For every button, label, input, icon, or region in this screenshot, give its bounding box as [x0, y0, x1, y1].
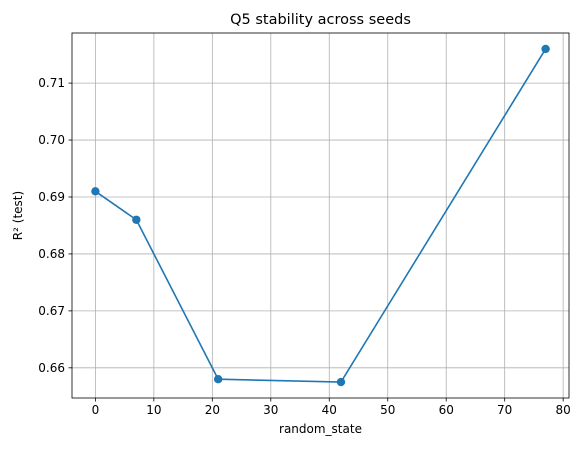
y-tick-label: 0.68 [38, 247, 65, 261]
y-tick-label: 0.69 [38, 190, 65, 204]
data-point [213, 375, 223, 384]
y-tick-label: 0.70 [38, 133, 65, 147]
x-axis-label: random_state [279, 422, 362, 436]
x-tick-label: 30 [263, 403, 278, 417]
data-point [541, 44, 550, 54]
ticks: 0 10 20 30 40 50 60 70 80 0.66 0.67 0.68 0.69 0.70 0.7… [38, 76, 571, 417]
grid [72, 33, 569, 398]
x-tick-label: 50 [380, 403, 395, 417]
data-point [336, 377, 346, 387]
series-layer [91, 44, 550, 387]
x-tick-label: 60 [439, 403, 454, 417]
x-tick-label: 40 [322, 403, 337, 417]
x-tick-label: 0 [92, 403, 100, 417]
x-tick-label: 80 [556, 403, 571, 417]
data-point [91, 187, 100, 196]
x-tick-label: 20 [205, 403, 220, 417]
data-point [132, 215, 141, 224]
axes-frame [71, 32, 570, 399]
y-axis-label: R² (test) [11, 191, 25, 240]
x-tick-label: 70 [497, 403, 512, 417]
chart-title: Q5 stability across seeds [230, 12, 411, 28]
y-tick-label: 0.66 [38, 361, 65, 375]
y-tick-label: 0.67 [38, 304, 65, 318]
x-tick-label: 10 [146, 403, 161, 417]
y-tick-label: 0.71 [38, 76, 65, 90]
